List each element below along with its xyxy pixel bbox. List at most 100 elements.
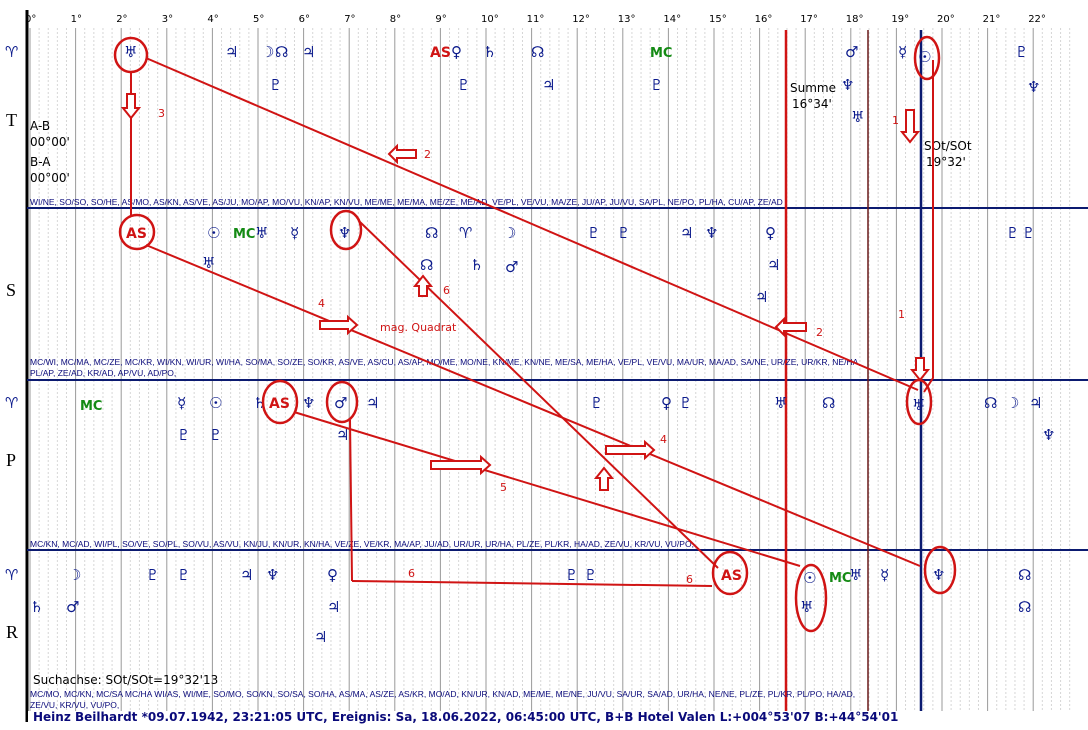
saturn-icon: ♄ [30, 598, 43, 616]
mc-label: MC [80, 399, 102, 414]
venus-icon: ♀ [765, 224, 776, 242]
node-icon: ☊ [984, 394, 997, 412]
row-s-glyphs: AS ☉ MC ♅ ☿ ♅ ♆ ☊ ♈ ☽ ☊ ♄ ♂ ♇ ♇ ♃ ♆ ♀ ♃ … [126, 224, 1035, 306]
sot-label: SOt/SOt [924, 139, 972, 153]
line-2 [145, 57, 919, 391]
ab-value: 00°00' [30, 135, 70, 149]
degree-label: 16° [755, 14, 773, 25]
annotation-number: 6 [443, 284, 450, 297]
highlight-sun-r [794, 563, 828, 633]
mercury-icon: ☿ [898, 43, 907, 61]
sun-icon: ☉ [207, 224, 220, 242]
pluto-icon: ♇ [679, 394, 692, 412]
arrow-6-up-right [593, 466, 615, 491]
asteroid-icon: ♇ [1015, 43, 1028, 61]
neptune-icon: ♆ [1042, 426, 1055, 444]
connection-lines [130, 57, 934, 587]
asteroid-icon: ♇ [590, 394, 603, 412]
annotation-number: 1 [898, 308, 905, 321]
neptune-icon: ♆ [302, 394, 315, 412]
pluto-icon: ♇ [1022, 224, 1035, 242]
line-6-vert [349, 419, 353, 582]
node-icon: ☊ [1018, 598, 1031, 616]
ba-label: B-A [30, 155, 51, 169]
direction-arrows [120, 93, 931, 491]
degree-label: 13° [618, 14, 636, 25]
moon-icon: ☽ [261, 43, 274, 61]
highlight-neptune-s [329, 209, 363, 251]
degree-label: 14° [663, 14, 681, 25]
row-label-p: P [6, 450, 16, 470]
highlight-neptune-r [923, 545, 957, 595]
venus-icon: ♀ [327, 566, 338, 584]
summe-label: Summe [790, 81, 836, 95]
line-5 [293, 411, 801, 567]
node-icon: ☊ [1018, 566, 1031, 584]
moon-icon: ☽ [503, 224, 516, 242]
moon-icon: ☽ [1006, 394, 1019, 412]
degree-label: 8° [390, 14, 401, 25]
asteroid-icon: ♇ [177, 426, 190, 444]
jupiter-icon: ♃ [240, 566, 253, 584]
aries-icon: ♈ [5, 43, 18, 61]
pluto-icon: ♇ [269, 76, 282, 94]
asteroid-icon: ♇ [146, 566, 159, 584]
jupiter-icon: ♃ [1029, 394, 1042, 412]
degree-scale: 0° 1° 2° 3° 4° 5° 6° 7° 8° 9° 10° 11° 12° 13° 14° 15° 16… [25, 14, 1046, 25]
as-label: AS [721, 568, 742, 584]
annotation-number: 2 [816, 326, 823, 339]
aries-icon: ♈ [5, 394, 18, 412]
annotation-number: 5 [500, 481, 507, 494]
ba-value: 00°00' [30, 171, 70, 185]
mercury-icon: ☿ [290, 224, 299, 242]
pairs-list-s-1: MC/WI, MC/MA, MC/ZE, MC/KR, WI/KN, WI/UR… [30, 357, 861, 367]
asteroid-icon: ♇ [177, 566, 190, 584]
uranus-icon: ♅ [912, 396, 925, 414]
line-6-horiz [351, 580, 713, 587]
degree-label: 5° [253, 14, 264, 25]
mc-label: MC [233, 227, 255, 242]
sun-icon: ☉ [803, 569, 816, 587]
asteroid-icon: ♇ [587, 224, 600, 242]
aries-icon: ♈ [459, 224, 472, 242]
degree-label: 7° [344, 14, 355, 25]
jupiter-icon: ♃ [327, 598, 340, 616]
highlight-sun-t [913, 35, 941, 81]
uranus-icon: ♅ [849, 566, 862, 584]
node-icon: ☊ [420, 256, 433, 274]
highlight-as-r [711, 550, 749, 596]
row-t-glyphs: ♅ ♃ ☽ ☊ ♃ ♇ AS ♀ ♄ ♇ ☊ ♃ MC ♇ ♂ ♆ ♅ ☿ ☉ … [124, 43, 1040, 126]
asteroid-icon: ♇ [209, 426, 222, 444]
ab-label: A-B [30, 119, 50, 133]
arrow-1-bottom [909, 357, 931, 382]
mag-quadrat-label: mag. Quadrat [380, 321, 457, 334]
mars-icon: ♂ [334, 394, 347, 412]
annotation-number: 3 [158, 107, 165, 120]
summe-value: 16°34' [792, 97, 832, 111]
sun-icon: ☉ [209, 394, 222, 412]
annotation-number: 4 [660, 433, 667, 446]
degree-label: 4° [207, 14, 218, 25]
row-p-glyphs: MC ☿ ☉ ♇ ♇ ♄ AS ♆ ♂ ♃ ♃ ♇ ♀ ♇ ♅ ☊ ♅ ☊ ☽ … [80, 394, 1055, 444]
degree-label: 11° [527, 14, 545, 25]
degree-label: 15° [709, 14, 727, 25]
arrow-3 [120, 93, 142, 120]
highlight-as-p [261, 379, 299, 425]
line-4 [145, 244, 921, 567]
pairs-list-r-1: MC/MO, MC/KN, MC/SA MC/HA WI/AS, WI/ME, … [30, 689, 855, 699]
uranus-icon: ♅ [255, 224, 268, 242]
highlight-mars-p [325, 380, 359, 424]
uranus-icon: ♅ [800, 598, 813, 616]
degree-label: 22° [1028, 14, 1046, 25]
saturn-icon: ♄ [470, 256, 483, 274]
row-label-s: S [6, 280, 16, 300]
neptune-icon: ♆ [932, 566, 945, 584]
degree-label: 18° [846, 14, 864, 25]
uranus-icon: ♅ [774, 394, 787, 412]
arrow-4-right [605, 439, 656, 461]
neptune-icon: ♆ [1027, 78, 1040, 96]
degree-label: 19° [891, 14, 909, 25]
annotation-number: 6 [408, 567, 415, 580]
annotation-number: 4 [318, 297, 325, 310]
